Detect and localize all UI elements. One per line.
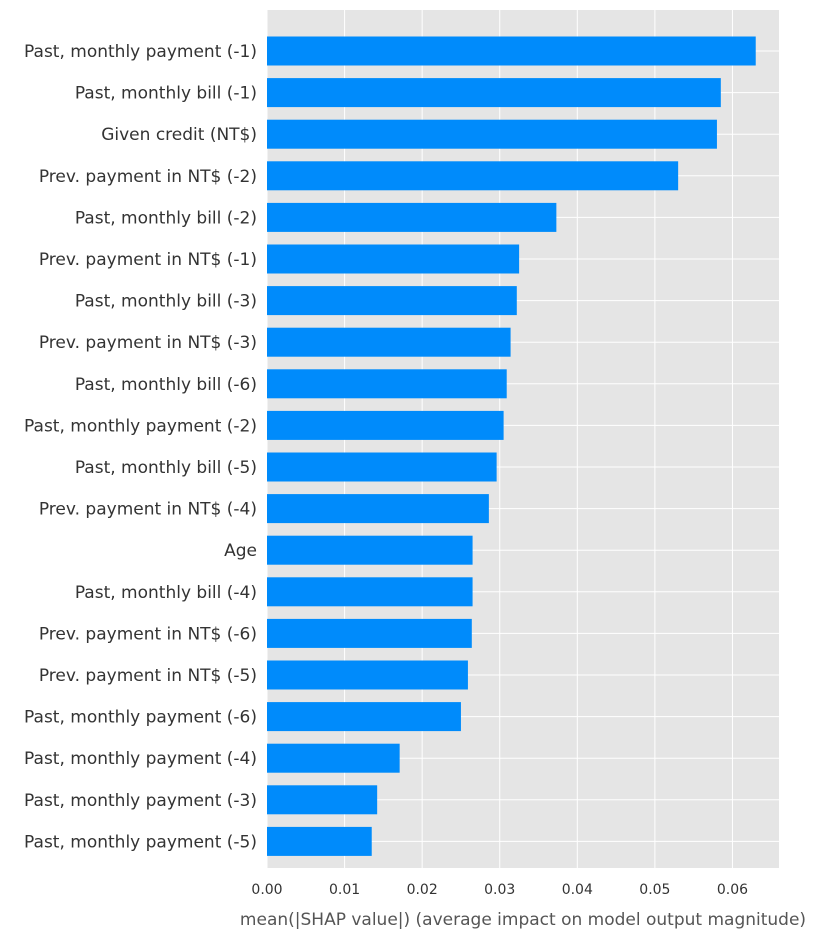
category-label-1: Past, monthly bill (-1) — [75, 84, 257, 104]
x-tick-label-4: 0.04 — [562, 882, 593, 898]
category-label-16: Past, monthly payment (-6) — [24, 708, 257, 728]
category-label-3: Prev. payment in NT$ (-2) — [39, 167, 257, 187]
category-label-9: Past, monthly payment (-2) — [24, 416, 257, 436]
category-label-12: Age — [224, 541, 257, 561]
x-tick-label-1: 0.01 — [329, 882, 360, 898]
category-label-13: Past, monthly bill (-4) — [75, 583, 257, 603]
x-tick-labels: 0.00 0.01 0.02 0.03 0.04 0.05 0.06 — [251, 882, 748, 898]
bar-10 — [267, 452, 497, 482]
category-label-14: Prev. payment in NT$ (-6) — [39, 624, 257, 644]
category-label-11: Prev. payment in NT$ (-4) — [39, 500, 257, 520]
bar-9 — [267, 410, 504, 440]
category-label-17: Past, monthly payment (-4) — [24, 749, 257, 769]
category-label-7: Prev. payment in NT$ (-3) — [39, 333, 257, 353]
bar-15 — [267, 660, 468, 690]
bar-12 — [267, 535, 473, 565]
bar-1 — [267, 78, 721, 108]
category-label-0: Past, monthly payment (-1) — [24, 42, 257, 62]
x-tick-label-5: 0.05 — [639, 882, 670, 898]
bar-19 — [267, 826, 372, 856]
category-labels: Past, monthly payment (-1) Past, monthly … — [24, 42, 257, 852]
category-label-15: Prev. payment in NT$ (-5) — [39, 666, 257, 686]
x-tick-label-0: 0.00 — [251, 882, 282, 898]
bar-11 — [267, 494, 489, 524]
bar-16 — [267, 702, 461, 732]
x-tick-label-2: 0.02 — [407, 882, 438, 898]
bar-18 — [267, 785, 378, 815]
category-label-6: Past, monthly bill (-3) — [75, 292, 257, 312]
x-tick-label-6: 0.06 — [717, 882, 748, 898]
category-label-4: Past, monthly bill (-2) — [75, 208, 257, 228]
bars — [267, 36, 756, 856]
bar-5 — [267, 244, 520, 274]
bar-3 — [267, 161, 679, 191]
x-axis-title: mean(|SHAP value|) (average impact on mo… — [240, 910, 806, 930]
bar-6 — [267, 286, 517, 316]
x-tick-label-3: 0.03 — [484, 882, 515, 898]
category-label-10: Past, monthly bill (-5) — [75, 458, 257, 478]
bar-14 — [267, 618, 472, 648]
bar-2 — [267, 119, 717, 149]
bar-7 — [267, 327, 511, 357]
bar-13 — [267, 577, 473, 607]
bar-0 — [267, 36, 756, 66]
category-label-18: Past, monthly payment (-3) — [24, 791, 257, 811]
category-label-5: Prev. payment in NT$ (-1) — [39, 250, 257, 270]
category-label-8: Past, monthly bill (-6) — [75, 375, 257, 395]
category-label-2: Given credit (NT$) — [101, 125, 257, 145]
bar-8 — [267, 369, 507, 399]
bar-17 — [267, 743, 400, 773]
category-label-19: Past, monthly payment (-5) — [24, 832, 257, 852]
bar-4 — [267, 202, 557, 232]
